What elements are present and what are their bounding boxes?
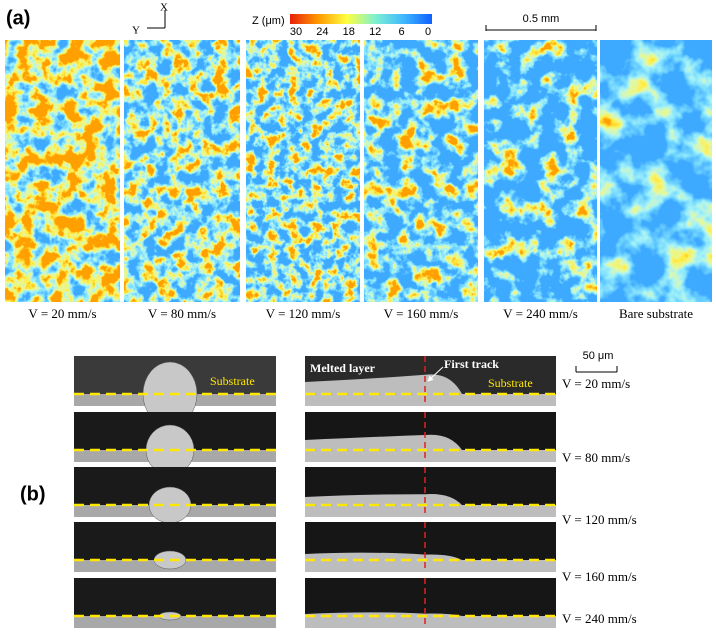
caption: V = 240 mm/s	[503, 306, 578, 321]
axes-icon	[147, 10, 166, 29]
height-map	[246, 40, 360, 302]
axis-label: X	[160, 2, 168, 14]
colorbar-tick-label: 6	[399, 26, 405, 38]
speed-label: V = 160 mm/s	[562, 569, 637, 584]
melted-layer	[305, 612, 556, 628]
melted-layer	[305, 434, 556, 462]
substrate	[74, 616, 276, 628]
colorbar	[290, 14, 432, 24]
speed-label: V = 80 mm/s	[562, 450, 630, 465]
speed-label: V = 240 mm/s	[562, 611, 637, 626]
panel-label: (a)	[6, 7, 30, 29]
height-map	[124, 40, 240, 302]
caption: V = 160 mm/s	[384, 306, 459, 321]
caption: V = 80 mm/s	[148, 306, 216, 321]
axis-label: Y	[132, 25, 140, 37]
panels: 30 24 18 12 6 0 V = 20 mm/s V = 80 mm/s V = 120 …	[5, 26, 712, 628]
melted-layer	[305, 493, 556, 517]
annotation: Melted layer	[310, 361, 376, 375]
colorbar-tick-label: 12	[369, 26, 381, 38]
panel-label: (b)	[20, 483, 46, 505]
scale-bar-label: 0.5 mm	[523, 13, 560, 25]
annotation: Substrate	[210, 374, 255, 388]
colorbar-tick-label: 0	[425, 26, 431, 38]
annotation: Substrate	[488, 376, 533, 390]
height-map	[364, 40, 478, 302]
height-map	[600, 40, 712, 302]
colorbar-tick-label: 30	[290, 26, 302, 38]
colorbar-title: Z (μm)	[252, 15, 285, 27]
colorbar-tick-label: 24	[316, 26, 328, 38]
speed-label: V = 120 mm/s	[562, 512, 637, 527]
colorbar-tick-label: 18	[343, 26, 355, 38]
annotation-arrow	[427, 366, 444, 382]
speed-label: V = 20 mm/s	[562, 376, 630, 391]
caption: V = 20 mm/s	[28, 306, 96, 321]
scale-bar-label: 50 μm	[583, 350, 614, 362]
caption: Bare substrate	[619, 306, 693, 321]
annotation: First track	[444, 357, 499, 371]
caption: V = 120 mm/s	[266, 306, 341, 321]
melted-layer	[305, 552, 556, 572]
height-map	[5, 40, 120, 302]
melted-layer	[305, 374, 556, 406]
height-map	[484, 40, 597, 302]
